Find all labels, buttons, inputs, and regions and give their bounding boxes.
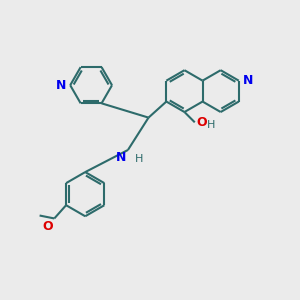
Text: N: N (56, 79, 66, 92)
Text: H: H (207, 120, 215, 130)
Text: H: H (134, 154, 143, 164)
Text: N: N (116, 152, 126, 164)
Text: O: O (43, 220, 53, 233)
Text: N: N (243, 74, 253, 87)
Text: O: O (197, 116, 207, 129)
